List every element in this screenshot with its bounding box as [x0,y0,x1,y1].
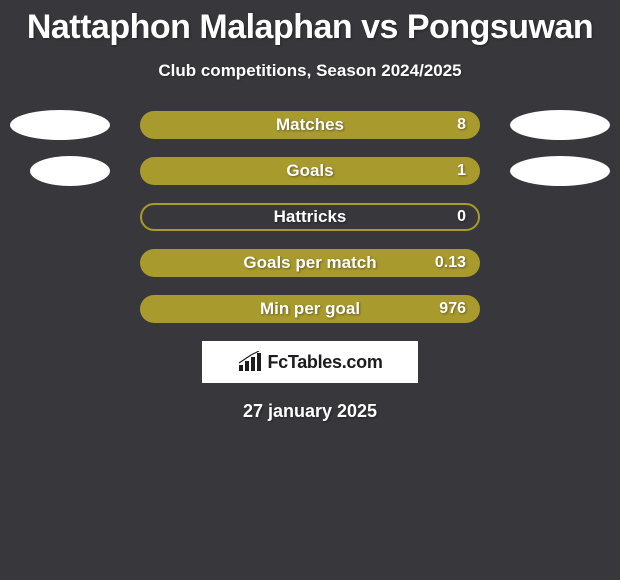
player1-ellipse-icon [30,156,110,186]
stat-row-goals-per-match: Goals per match 0.13 [0,249,620,277]
player2-ellipse-icon [510,156,610,186]
stats-area: Matches 8 Goals 1 Hattricks 0 [0,111,620,323]
stat-label: Hattricks [274,207,347,227]
snapshot-date: 27 january 2025 [0,401,620,422]
spacer [10,248,110,278]
spacer [510,202,610,232]
stat-bar-goals-per-match: Goals per match 0.13 [140,249,480,277]
stat-label: Goals [286,161,333,181]
stat-value-right: 1 [457,162,466,180]
spacer [10,202,110,232]
stat-value-right: 0.13 [435,254,466,272]
stat-row-hattricks: Hattricks 0 [0,203,620,231]
stat-label: Goals per match [243,253,376,273]
comparison-subtitle: Club competitions, Season 2024/2025 [0,61,620,81]
bar-chart-icon [237,351,263,373]
stat-bar-min-per-goal: Min per goal 976 [140,295,480,323]
stat-label: Matches [276,115,344,135]
stat-label: Min per goal [260,299,360,319]
spacer [510,248,610,278]
stat-value-right: 976 [439,300,466,318]
spacer [510,294,610,324]
stat-value-right: 8 [457,116,466,134]
player2-ellipse-icon [510,110,610,140]
stat-row-goals: Goals 1 [0,157,620,185]
comparison-title: Nattaphon Malaphan vs Pongsuwan [0,0,620,47]
stat-bar-matches: Matches 8 [140,111,480,139]
player1-ellipse-icon [10,110,110,140]
stat-row-min-per-goal: Min per goal 976 [0,295,620,323]
brand-logo-box[interactable]: FcTables.com [202,341,418,383]
stat-bar-goals: Goals 1 [140,157,480,185]
stat-bar-hattricks: Hattricks 0 [140,203,480,231]
stat-value-right: 0 [457,208,466,226]
spacer [10,294,110,324]
brand-text: FcTables.com [267,352,382,373]
stat-row-matches: Matches 8 [0,111,620,139]
